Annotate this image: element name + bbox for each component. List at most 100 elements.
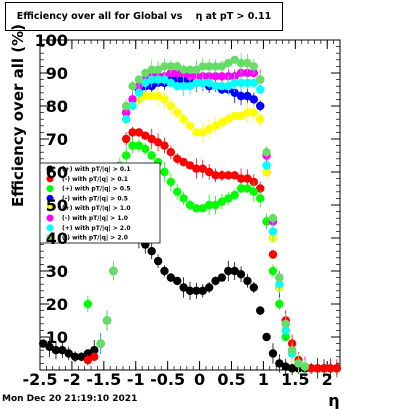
x-tick-label: -1: [127, 370, 145, 389]
data-point: [230, 190, 239, 200]
series-layer: [38, 52, 342, 379]
data-point: [128, 95, 137, 104]
data-point: [179, 65, 188, 74]
data-point: [147, 91, 156, 101]
y-tick-label: 60: [46, 163, 68, 182]
x-tick-label: 1: [258, 370, 269, 389]
data-point: [249, 108, 259, 117]
data-point: [211, 82, 220, 91]
data-point: [64, 349, 73, 358]
data-point: [268, 349, 278, 358]
data-point: [230, 111, 239, 121]
legend-label: (-) with pT/|q| > 2.0: [62, 235, 128, 242]
data-point: [211, 276, 220, 286]
data-point: [185, 82, 195, 91]
series-0: [38, 210, 342, 379]
legend-label: (+) with pT/|q| > 0.5: [62, 186, 131, 193]
data-point: [262, 332, 271, 342]
data-point: [256, 184, 265, 193]
x-tick-label: 0.5: [217, 370, 245, 389]
data-point: [249, 62, 259, 71]
data-point: [77, 352, 86, 361]
data-point: [198, 78, 207, 88]
data-point: [173, 108, 182, 117]
data-point: [121, 134, 131, 144]
data-point: [90, 352, 99, 361]
data-point: [217, 118, 227, 127]
x-tick-label: -0.5: [150, 370, 185, 389]
data-point: [141, 91, 150, 101]
data-point: [128, 141, 137, 150]
data-point: [243, 78, 252, 88]
series-7: [96, 52, 310, 374]
legend-label: (-) with pT/|q| > 1.0: [62, 215, 128, 222]
data-point: [198, 128, 207, 137]
legend-label: (-) with pT/|q| > 0.1: [62, 176, 128, 183]
data-point: [185, 161, 195, 170]
y-tick-label: 50: [46, 196, 68, 215]
y-tick-label: 20: [46, 295, 68, 314]
data-point: [275, 299, 284, 309]
data-point: [204, 62, 214, 71]
data-point: [256, 115, 265, 124]
data-point: [236, 111, 246, 121]
data-point: [179, 194, 188, 203]
data-point: [204, 200, 214, 210]
data-point: [256, 101, 265, 111]
data-point: [243, 108, 252, 117]
data-point: [179, 82, 188, 91]
legend-marker: [46, 214, 54, 222]
data-point: [121, 151, 131, 160]
data-point: [243, 184, 252, 193]
data-point: [326, 364, 335, 373]
legend-marker: [46, 204, 54, 212]
data-point: [224, 82, 233, 91]
data-point: [287, 364, 297, 373]
legend-label: (+) with pT/|q| > 2.0: [62, 225, 131, 232]
data-point: [141, 131, 150, 140]
data-point: [236, 78, 246, 88]
data-point: [275, 359, 284, 368]
data-point: [256, 75, 265, 84]
data-point: [141, 68, 150, 78]
data-point: [192, 286, 201, 295]
data-point: [230, 55, 239, 64]
data-point: [70, 352, 80, 361]
data-point: [204, 72, 214, 81]
data-point: [185, 72, 195, 81]
data-point: [236, 184, 246, 193]
data-point: [185, 286, 195, 295]
data-point: [281, 319, 290, 328]
data-point: [147, 65, 156, 74]
data-point: [262, 148, 271, 157]
data-point: [173, 82, 182, 91]
data-point: [192, 78, 201, 88]
data-point: [243, 174, 252, 183]
data-point: [160, 95, 169, 104]
x-axis-label: η: [328, 391, 339, 409]
data-point: [134, 75, 144, 84]
data-point: [147, 151, 156, 160]
legend-marker: [46, 175, 54, 183]
data-point: [198, 62, 207, 71]
data-point: [275, 280, 284, 289]
data-point: [83, 349, 93, 358]
data-point: [243, 68, 252, 78]
legend-label: (+) with pT/|q| > 0.1: [62, 166, 131, 173]
data-point: [217, 72, 227, 81]
ticks: -2.5 -2 -1.5 -1 -0.5 0 0.5 1 1.5 2 10 20 30 40 50 60 70 8…: [23, 31, 340, 409]
legend-label: (-) with pT/|q| > 0.5: [62, 195, 128, 202]
data-point: [211, 171, 220, 180]
data-point: [192, 128, 201, 137]
data-point: [262, 217, 271, 226]
data-point: [332, 364, 342, 373]
data-point: [243, 58, 252, 68]
data-point: [236, 270, 246, 279]
data-point: [192, 164, 201, 173]
data-point: [275, 273, 284, 282]
data-point: [198, 286, 207, 295]
data-point: [211, 121, 220, 130]
data-point: [268, 266, 278, 276]
data-point: [51, 346, 61, 355]
data-point: [128, 101, 137, 111]
